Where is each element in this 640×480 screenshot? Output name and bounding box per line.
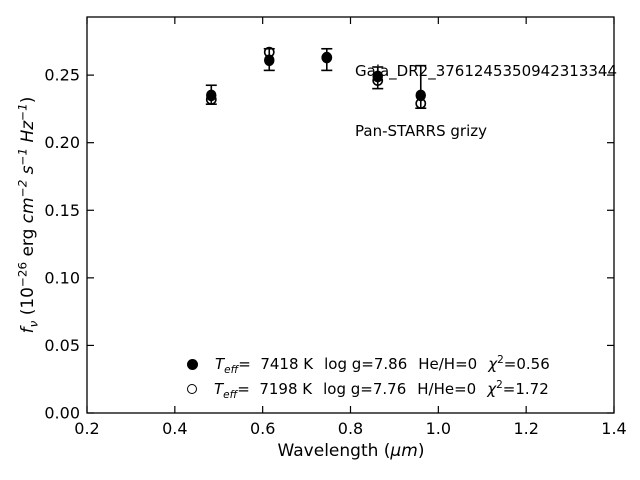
- ylabel-cm: cm: [18, 197, 38, 224]
- data-point-filled: [321, 51, 332, 64]
- legend-chi-exp: 2: [496, 379, 503, 391]
- legend-chi2-1: χ2=0.56: [488, 355, 550, 373]
- legend-teff-value: = 7418 K: [238, 355, 314, 373]
- ylabel-nu-subscript: ν: [26, 320, 41, 328]
- x-tick-label: 0.8: [338, 419, 363, 438]
- legend-teff-value: = 7198 K: [237, 380, 313, 398]
- xlabel-text: Wavelength (: [277, 441, 391, 461]
- ylabel-hz: Hz: [18, 120, 38, 148]
- y-tick-label: 0.15: [44, 201, 80, 220]
- legend-entry-open: Teff= 7198 K log g=7.76 H/He=0 χ2=1.72: [187, 380, 549, 401]
- legend-composition-1: He/H=0: [418, 355, 478, 373]
- x-tick-label: 1.4: [601, 419, 626, 438]
- filled-circle-marker-icon: [187, 358, 198, 370]
- legend-chi-exp: 2: [497, 354, 504, 366]
- legend-entry-filled: Teff= 7418 K log g=7.86 He/H=0 χ2=0.56: [187, 355, 550, 376]
- x-tick-label: 0.4: [162, 419, 187, 438]
- legend-T-sub: eff: [223, 389, 238, 401]
- y-tick-label: 0.05: [44, 336, 80, 355]
- y-tick-label: 0.25: [44, 66, 80, 85]
- ylabel-s-power: −1: [15, 147, 30, 166]
- legend-chi: χ: [487, 380, 497, 398]
- y-tick-label: 0.00: [44, 404, 80, 423]
- y-tick-label: 0.10: [44, 268, 80, 287]
- x-tick-label: 1.2: [513, 419, 538, 438]
- ylabel-close-paren: ): [18, 96, 38, 104]
- ylabel-erg: erg: [18, 223, 38, 262]
- annotation-survey: Pan-STARRS grizy: [355, 122, 488, 140]
- ylabel-hz-power: −1: [15, 103, 30, 121]
- xlabel-close-paren: ): [417, 441, 425, 461]
- legend-chi-value: =1.72: [502, 380, 549, 398]
- plot-annotation: Gaia_DR2_3761245350942313344 Pan-STARRS …: [355, 21, 617, 181]
- data-point-filled: [372, 70, 383, 83]
- x-axis-label: Wavelength (μm): [278, 441, 425, 461]
- x-tick-label: 0.6: [250, 419, 275, 438]
- data-point-filled: [264, 54, 275, 67]
- data-point-filled: [206, 89, 217, 102]
- legend-chi-value: =0.56: [503, 355, 550, 373]
- ylabel-s: s: [18, 165, 38, 180]
- ylabel-f: f: [18, 327, 38, 334]
- legend-logg-1: log g=7.86: [324, 355, 408, 373]
- ylabel-open-paren: (10: [18, 287, 38, 321]
- legend-chi2-2: χ2=1.72: [487, 380, 549, 398]
- legend-T: T: [214, 380, 224, 398]
- ylabel-cm-power: −2: [15, 179, 30, 198]
- legend-T: T: [215, 355, 225, 373]
- y-axis-label: fν (10−26 erg cm−2 s−1 Hz−1): [15, 96, 41, 334]
- y-tick-label: 0.20: [44, 133, 80, 152]
- legend-chi: χ: [488, 355, 498, 373]
- open-circle-marker-icon: [187, 384, 197, 394]
- x-tick-label: 0.2: [74, 419, 99, 438]
- data-point-filled: [415, 89, 426, 102]
- annotation-source-id: Gaia_DR2_3761245350942313344: [355, 62, 618, 80]
- axes-frame: [86, 16, 615, 414]
- ylabel-power: −26: [15, 261, 30, 288]
- legend-teff-2: Teff= 7198 K: [214, 380, 313, 401]
- legend-T-sub: eff: [224, 364, 239, 376]
- legend-composition-2: H/He=0: [417, 380, 477, 398]
- legend-logg-2: log g=7.76: [323, 380, 407, 398]
- legend-teff-1: Teff= 7418 K: [215, 355, 314, 376]
- xlabel-unit: μm: [390, 441, 418, 461]
- x-tick-label: 1.0: [426, 419, 451, 438]
